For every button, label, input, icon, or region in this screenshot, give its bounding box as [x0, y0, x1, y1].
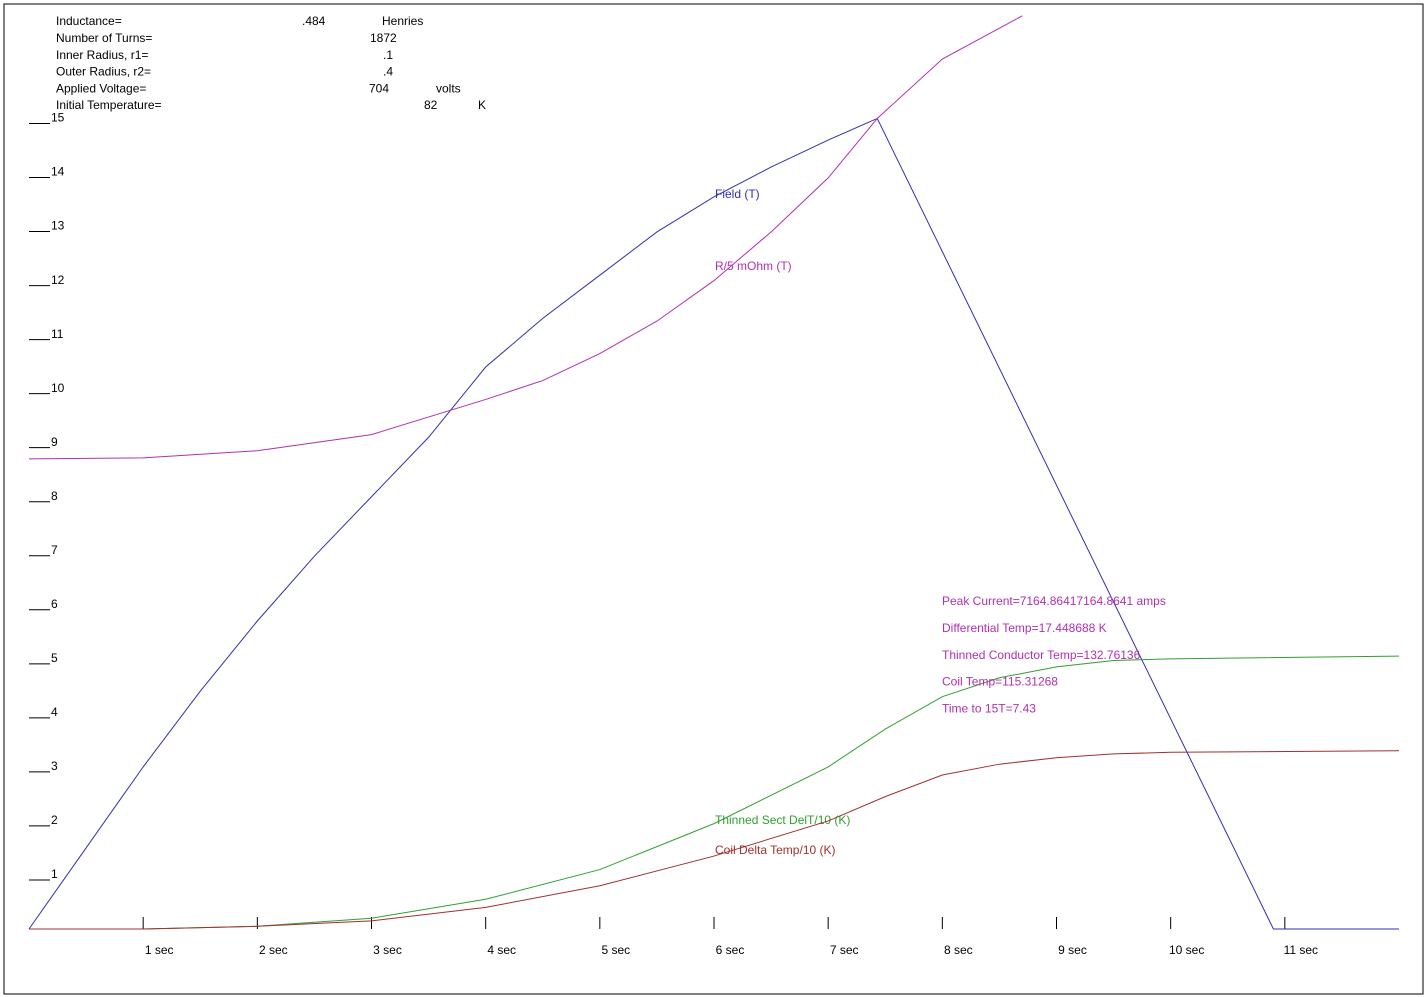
- annotation: Thinned Conductor Temp=132.76136: [942, 648, 1141, 662]
- annotation: Coil Temp=115.31268: [942, 675, 1058, 689]
- param-value: 1872: [370, 31, 397, 45]
- y-tick-label: 3: [51, 759, 58, 773]
- x-tick-label: 10 sec: [1169, 943, 1204, 957]
- y-tick-label: 5: [51, 651, 58, 665]
- param-label: Inductance=: [56, 14, 122, 28]
- param-unit: K: [478, 98, 486, 112]
- annotation: Peak Current=7164.86417164.8641 amps: [942, 594, 1166, 608]
- series-line: [29, 655, 1400, 930]
- y-tick-label: 11: [51, 327, 64, 341]
- y-tick-label: 14: [51, 165, 65, 179]
- series-label: Field (T): [715, 187, 760, 201]
- series-line: [29, 750, 1400, 930]
- x-tick-label: 11 sec: [1284, 943, 1318, 957]
- param-value: .484: [302, 14, 326, 28]
- y-tick-label: 7: [51, 543, 58, 557]
- series-label: Thinned Sect DelT/10 (K): [715, 813, 850, 827]
- y-tick-label: 8: [51, 489, 58, 503]
- x-tick-label: 1 sec: [145, 943, 174, 957]
- param-label: Outer Radius, r2=: [56, 65, 151, 79]
- x-tick-label: 8 sec: [944, 943, 973, 957]
- param-label: Applied Voltage=: [56, 81, 146, 95]
- param-label: Number of Turns=: [56, 31, 152, 45]
- param-label: Initial Temperature=: [56, 98, 162, 112]
- y-tick-label: 6: [51, 597, 58, 611]
- param-unit: Henries: [382, 14, 423, 28]
- frame: [3, 3, 1424, 995]
- param-unit: volts: [436, 81, 461, 95]
- y-tick-label: 15: [51, 111, 65, 125]
- param-label: Inner Radius, r1=: [56, 48, 148, 62]
- x-tick-label: 4 sec: [487, 943, 516, 957]
- x-tick-label: 9 sec: [1058, 943, 1087, 957]
- y-tick-label: 1: [51, 867, 58, 881]
- param-value: .1: [383, 48, 393, 62]
- series-line: [28, 117, 1399, 930]
- x-tick-label: 6 sec: [716, 943, 745, 957]
- param-value: 704: [369, 81, 389, 95]
- annotation: Time to 15T=7.43: [942, 701, 1036, 715]
- y-tick-label: 10: [51, 381, 65, 395]
- y-tick-label: 2: [51, 813, 58, 827]
- param-value: 82: [424, 98, 438, 112]
- x-tick-label: 5 sec: [601, 943, 630, 957]
- x-tick-label: 7 sec: [830, 943, 859, 957]
- param-value: .4: [383, 65, 393, 79]
- series-label: R/5 mOhm (T): [715, 259, 792, 273]
- x-tick-label: 2 sec: [259, 943, 288, 957]
- series-line: [28, 15, 1023, 460]
- y-tick-label: 4: [51, 705, 58, 719]
- series-label: Coil Delta Temp/10 (K): [715, 843, 836, 857]
- annotation: Differential Temp=17.448688 K: [942, 621, 1107, 635]
- x-tick-label: 3 sec: [373, 943, 402, 957]
- y-tick-label: 9: [51, 435, 58, 449]
- y-tick-label: 12: [51, 273, 65, 287]
- y-tick-label: 13: [51, 219, 65, 233]
